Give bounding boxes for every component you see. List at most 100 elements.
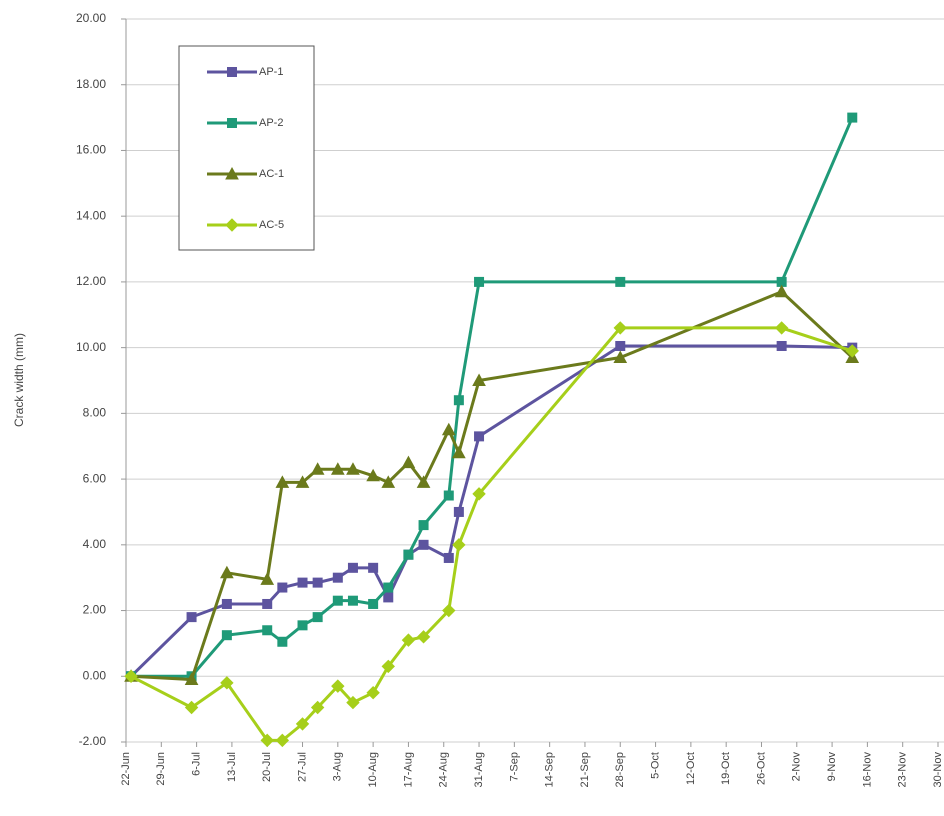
marker [184, 700, 199, 715]
marker [346, 462, 360, 475]
marker [275, 475, 290, 488]
y-tick-label: 2.00 [83, 603, 107, 617]
x-tick-label: 22-Jun [120, 752, 132, 786]
series-line [130, 290, 854, 682]
marker [615, 276, 626, 287]
marker [418, 520, 429, 531]
x-tick-label: 9-Nov [826, 752, 838, 782]
y-tick-label: 10.00 [76, 340, 106, 354]
marker [295, 717, 310, 731]
marker [416, 475, 431, 488]
x-tick-label: 10-Aug [367, 752, 379, 787]
marker [262, 598, 273, 609]
marker [347, 562, 358, 573]
x-tick-label: 3-Aug [332, 752, 344, 781]
marker [366, 468, 380, 482]
marker [474, 431, 485, 442]
marker [474, 276, 485, 287]
marker [847, 112, 858, 123]
y-tick-label: -2.00 [79, 734, 107, 748]
marker [295, 475, 310, 488]
y-axis-title: Crack width (mm) [12, 333, 26, 427]
x-tick-label: 6-Jul [191, 752, 203, 776]
x-tick-label: 29-Jun [155, 752, 167, 786]
marker [124, 669, 138, 683]
marker [347, 595, 358, 606]
x-tick-label: 28-Sep [614, 752, 626, 787]
marker [452, 445, 466, 459]
marker [262, 625, 273, 636]
marker [277, 636, 288, 647]
marker [383, 582, 394, 593]
x-tick-label: 24-Aug [438, 752, 450, 787]
legend-marker [225, 218, 239, 232]
marker [403, 549, 414, 560]
series-line [129, 344, 853, 678]
x-tick-label: 7-Sep [508, 752, 520, 781]
marker [615, 340, 626, 351]
x-tick-label: 30-Nov [932, 752, 944, 788]
marker [774, 284, 789, 298]
marker [312, 577, 323, 588]
marker [275, 733, 290, 748]
marker [368, 598, 379, 609]
marker [346, 695, 360, 710]
marker [310, 700, 325, 715]
y-tick-label: 12.00 [76, 274, 106, 288]
series-line [130, 326, 853, 742]
y-tick-label: 0.00 [83, 668, 107, 682]
marker [186, 612, 197, 623]
x-tick-label: 12-Oct [685, 752, 697, 785]
x-tick-label: 5-Oct [649, 752, 661, 779]
y-tick-label: 6.00 [83, 471, 107, 485]
x-tick-label: 19-Oct [720, 752, 732, 785]
marker [472, 487, 486, 501]
legend-label: AP-2 [259, 117, 283, 129]
marker [310, 462, 325, 475]
marker [312, 612, 323, 623]
legend-marker [227, 67, 237, 77]
marker [845, 344, 859, 358]
marker [401, 633, 416, 647]
marker [297, 577, 308, 588]
legend-marker [227, 118, 237, 128]
marker [442, 603, 456, 618]
x-tick-label: 17-Aug [402, 752, 414, 787]
x-tick-label: 16-Nov [861, 752, 873, 788]
marker [368, 562, 379, 573]
x-tick-label: 31-Aug [473, 752, 485, 787]
y-tick-label: 16.00 [76, 143, 106, 157]
marker [220, 565, 234, 579]
marker [401, 455, 416, 469]
marker [221, 598, 232, 609]
legend-label: AC-1 [259, 168, 284, 180]
marker [416, 630, 431, 644]
legend-label: AC-5 [259, 219, 284, 231]
marker [277, 582, 288, 593]
marker [776, 340, 787, 351]
marker [332, 595, 343, 606]
marker [443, 490, 454, 501]
y-tick-label: 18.00 [76, 77, 106, 91]
legend-box [178, 45, 315, 251]
marker [453, 395, 464, 406]
y-tick-label: 4.00 [83, 537, 107, 551]
marker [441, 422, 456, 436]
marker [774, 321, 789, 335]
marker [472, 373, 486, 386]
marker [184, 672, 199, 686]
marker [452, 538, 466, 552]
x-tick-label: 2-Nov [791, 752, 803, 782]
marker [418, 539, 429, 550]
marker [381, 475, 396, 488]
marker [366, 685, 380, 700]
x-tick-label: 14-Sep [544, 752, 556, 787]
x-tick-label: 21-Sep [579, 752, 591, 787]
marker [331, 679, 345, 693]
legend-label: AP-1 [259, 66, 283, 78]
marker [332, 572, 343, 583]
marker [220, 676, 234, 690]
x-tick-label: 13-Jul [226, 752, 238, 782]
marker [613, 350, 628, 363]
